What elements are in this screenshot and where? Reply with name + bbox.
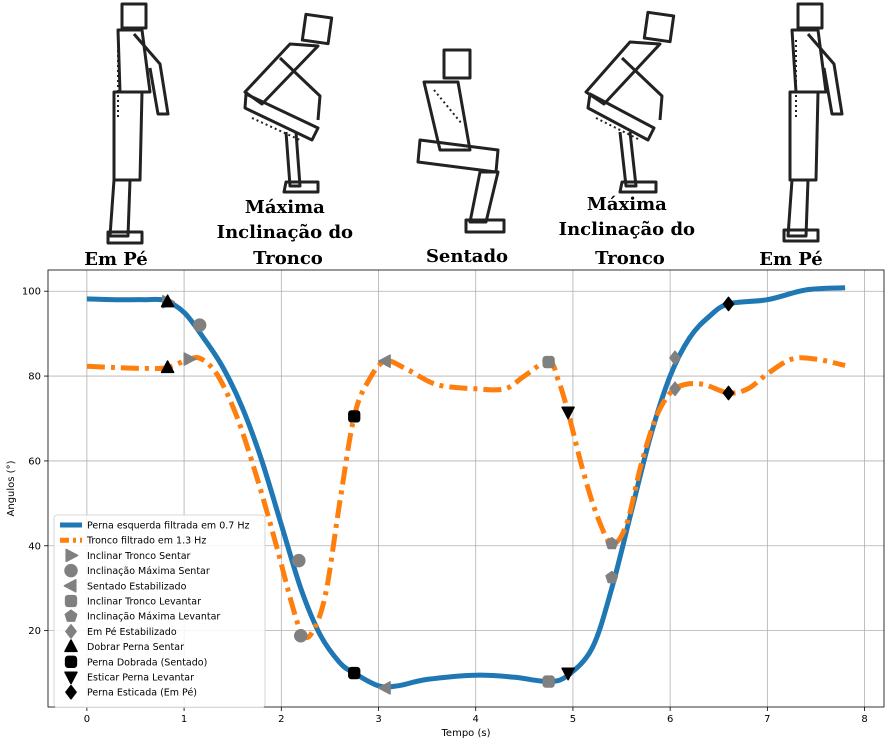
legend-swatch-marker-1 [65,548,79,563]
y-tick-label: 40 [28,541,41,552]
marker-diamond-6 [669,350,681,366]
marker-triangle-left-3 [377,681,391,695]
y-tick-label: 60 [28,456,41,467]
seated-figure-illustration [416,48,506,234]
x-tick-label: 8 [861,714,867,725]
pose-label-5: Em Pé [759,249,823,270]
y-tick-label: 100 [22,287,41,298]
legend-entry-marker-10: Perna Esticada (Em Pé) [87,688,197,699]
marker-square-4 [542,675,555,688]
marker-diamond-6 [669,381,681,397]
legend-entry-series-1: Perna esquerda filtrada em 0.7 Hz [87,521,249,532]
series-line-1 [86,285,846,690]
standing-figure-illustration-2 [782,2,844,243]
legend-swatch-marker-3 [63,579,77,593]
marker-pentagon-5 [605,570,619,584]
legend-entry-marker-5: Inclinação Máxima Levantar [87,612,220,623]
marker-circle-2 [293,628,308,643]
legend-entry-marker-4: Inclinar Tronco Levantar [87,597,201,608]
legend-entry-marker-8: Perna Dobrada (Sentado) [87,657,207,668]
series-layer [86,285,846,690]
marker-diamond-10 [722,385,735,401]
max-inclination-sitting-figure-illustration [243,12,334,194]
marker-pentagon-5 [605,536,619,550]
y-tick-label: 20 [28,626,41,637]
legend-entry-marker-9: Esticar Perna Levantar [87,673,194,684]
x-tick-label: 0 [84,714,90,725]
legend-swatch-marker-7 [64,639,78,653]
marker-layer [160,294,735,695]
legend: Perna esquerda filtrada em 0.7 Hz Tronco … [53,514,266,708]
marker-circle-2 [292,553,306,568]
axes-frame [47,269,885,708]
x-tick-label: 3 [375,714,381,725]
marker-triangle-right-1 [183,352,197,366]
series-line-2 [86,355,846,640]
marker-triangle-down-9 [561,667,575,681]
legend-entry-marker-2: Inclinação Máxima Sentar [87,566,210,577]
max-inclination-standing-figure-illustration [584,10,676,194]
marker-square-8 [348,410,361,423]
plot-area: 0 1 2 3 4 5 6 7 8 20 40 60 80 100 Perna esquerda filt… [22,269,885,725]
x-tick-label: 5 [570,714,576,725]
marker-triangle-up-7 [160,294,175,308]
x-tick-label: 2 [278,714,284,725]
marker-triangle-up-7 [160,360,175,374]
legend-swatch-marker-8 [64,655,78,668]
pose-label-3: Sentado [426,246,508,267]
legend-entry-series-2: Tronco filtrado em 1.3 Hz [86,536,206,547]
legend-swatch-marker-9 [64,671,78,685]
legend-box [53,514,266,708]
x-tick-label: 1 [181,714,187,725]
marker-diamond-10 [722,296,735,312]
marker-triangle-down-9 [561,406,575,420]
legend-swatch-marker-2 [64,563,78,578]
legend-entry-marker-1: Inclinar Tronco Sentar [87,551,191,562]
marker-triangle-left-3 [377,354,391,368]
legend-swatch-marker-6 [65,624,77,639]
y-tick-label: 80 [28,372,41,383]
axis-ticks: 0 1 2 3 4 5 6 7 8 20 40 60 80 100 [22,287,868,725]
pose-label-1: Em Pé [84,249,148,270]
x-tick-label: 6 [667,714,673,725]
pose-label-4: Máxima Inclinação do Tronco [559,194,702,269]
legend-swatch-marker-4 [64,594,78,608]
legend-entry-marker-3: Sentado Estabilizado [87,581,187,592]
standing-figure-illustration [106,2,170,245]
x-tick-label: 4 [473,714,479,725]
marker-square-4 [542,355,555,369]
legend-entry-marker-6: Em Pé Estabilizado [87,627,177,638]
legend-swatch-marker-5 [64,609,78,622]
legend-entry-marker-7: Dobrar Perna Sentar [87,642,184,653]
x-axis-label: Tempo (s) [441,728,491,739]
marker-circle-2 [192,318,207,332]
pose-label-2: Máxima Inclinação do Tronco [217,197,360,269]
marker-square-8 [348,666,361,680]
x-tick-label: 7 [764,714,770,725]
legend-swatch-marker-10 [65,684,77,700]
y-axis-label: Angulos (°) [6,460,17,516]
